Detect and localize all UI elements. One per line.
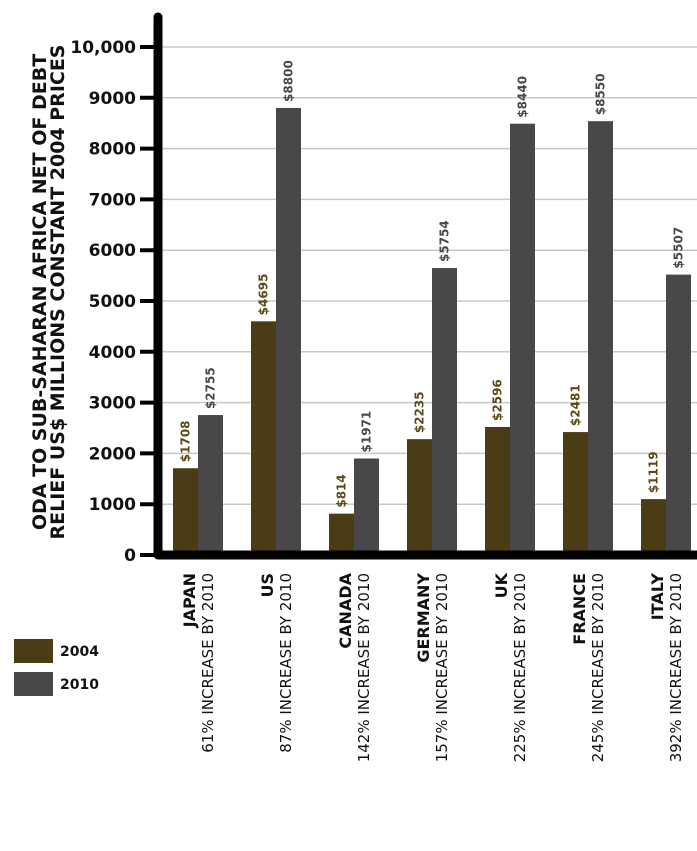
category-label-france: FRANCE xyxy=(570,573,589,645)
bars xyxy=(173,107,691,556)
category-note: 225% INCREASE BY 2010 xyxy=(511,573,529,762)
bar-2010-uk xyxy=(510,123,535,555)
y-tick-label: 3000 xyxy=(89,394,136,414)
data-label: $1971 xyxy=(360,411,374,453)
bar-2004-france xyxy=(563,432,588,555)
legend-label-2010: 2010 xyxy=(60,677,99,693)
data-label: $8550 xyxy=(594,73,608,115)
y-tick-label: 8000 xyxy=(89,140,136,160)
category-label-germany: GERMANY xyxy=(414,573,433,663)
y-tick-label: 10,000 xyxy=(70,38,136,58)
data-label: $2481 xyxy=(569,384,583,426)
bar-2010-italy xyxy=(666,274,691,555)
legend: 2004 2010 xyxy=(14,639,99,696)
category-label-us: US xyxy=(258,573,277,598)
data-label: $1708 xyxy=(179,420,193,462)
bar-2004-canada xyxy=(329,513,354,555)
data-label: $1119 xyxy=(647,451,661,493)
category-note: 157% INCREASE BY 2010 xyxy=(433,573,451,762)
legend-swatch-2010 xyxy=(14,672,53,696)
data-label: $2755 xyxy=(204,367,218,409)
y-tick-labels: 0 1000 2000 3000 4000 5000 6000 7000 8000 9000 10,… xyxy=(70,38,136,566)
axes xyxy=(140,12,697,560)
legend-label-2004: 2004 xyxy=(60,644,99,660)
y-tick-label: 2000 xyxy=(89,444,136,464)
data-label: $5507 xyxy=(672,227,686,269)
bar-2004-uk xyxy=(485,426,510,555)
data-label: $814 xyxy=(335,474,349,507)
bar-2010-france xyxy=(588,121,613,555)
bar-2010-germany xyxy=(432,267,457,555)
bar-2010-canada xyxy=(354,458,379,555)
y-tick-label: 4000 xyxy=(89,343,136,363)
bar-2010-us xyxy=(276,107,301,556)
data-label: $4695 xyxy=(257,274,271,316)
grid-lines xyxy=(150,46,697,556)
bar-2010-japan xyxy=(198,415,223,555)
y-tick-label: 0 xyxy=(124,546,136,566)
data-label: $2235 xyxy=(413,391,427,433)
y-tick-label: 9000 xyxy=(89,89,136,109)
category-label-canada: CANADA xyxy=(336,572,355,648)
category-note: 61% INCREASE BY 2010 xyxy=(199,573,217,753)
data-label: $2596 xyxy=(491,379,505,421)
bar-2004-us xyxy=(251,321,276,555)
data-label: $8440 xyxy=(516,76,530,118)
category-note: 392% INCREASE BY 2010 xyxy=(667,573,685,762)
data-labels: $1708 $2755 $4695 $8800 $814 $1971 $2235 $5754 $… xyxy=(179,60,686,507)
y-axis-title-line1: ODA TO SUB-SAHARAN AFRICA NET OF DEBT xyxy=(29,54,51,530)
y-axis-title-line2: RELIEF US$ MILLIONS CONSTANT 2004 PRICES xyxy=(47,45,69,540)
y-axis-title: ODA TO SUB-SAHARAN AFRICA NET OF DEBT RE… xyxy=(29,45,69,540)
axis-lines xyxy=(153,12,697,560)
y-tick-label: 6000 xyxy=(89,241,136,261)
legend-swatch-2004 xyxy=(14,639,53,663)
data-label: $5754 xyxy=(438,220,452,262)
category-note: 245% INCREASE BY 2010 xyxy=(589,573,607,762)
bar-2004-italy xyxy=(641,499,666,555)
category-label-italy: ITALY xyxy=(648,573,667,621)
y-tick-label: 1000 xyxy=(89,495,136,515)
category-note: 87% INCREASE BY 2010 xyxy=(277,573,295,753)
category-label-japan: JAPAN xyxy=(180,573,199,628)
bar-2004-germany xyxy=(407,439,432,555)
category-label-uk: UK xyxy=(492,572,511,598)
bar-2004-japan xyxy=(173,468,198,555)
y-tick-label: 5000 xyxy=(89,292,136,312)
data-label: $8800 xyxy=(282,60,296,102)
category-note: 142% INCREASE BY 2010 xyxy=(355,573,373,762)
category-labels: JAPAN 61% INCREASE BY 2010 US 87% INCREASE … xyxy=(180,572,685,762)
y-tick-label: 7000 xyxy=(89,190,136,210)
